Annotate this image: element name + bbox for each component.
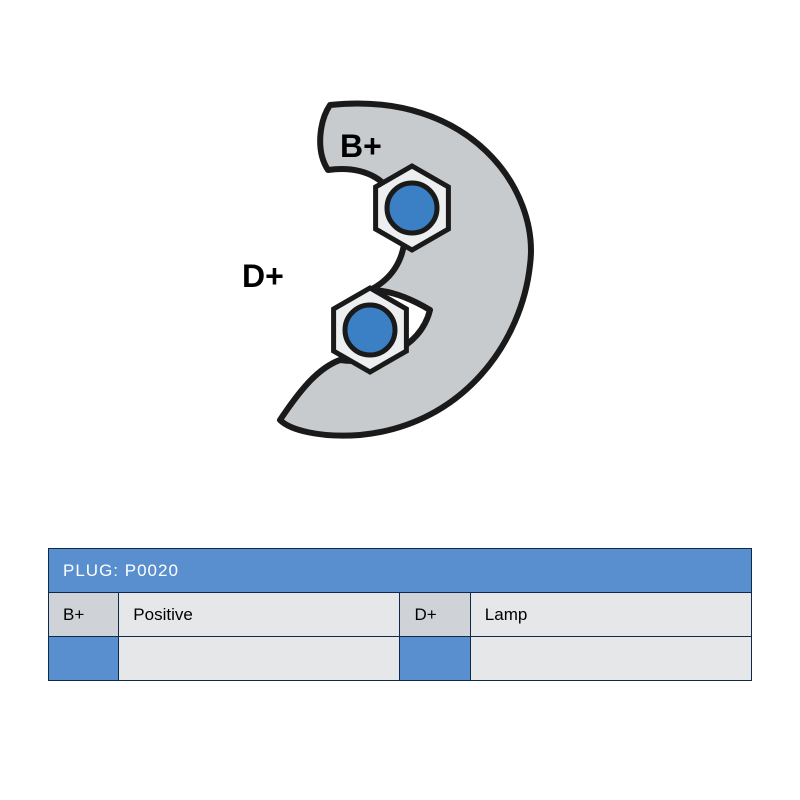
table-header-row: PLUG: P0020 [49,549,752,593]
terminal-symbol-cell: D+ [400,593,470,637]
empty-cell [400,637,470,681]
terminal-b-plus-bolt [376,166,449,250]
empty-cell [119,637,400,681]
plug-title: PLUG: P0020 [49,549,752,593]
empty-cell [470,637,751,681]
plug-table-container: PLUG: P0020 B+ Positive D+ Lamp [48,548,752,681]
table-row [49,637,752,681]
terminal-symbol-cell: B+ [49,593,119,637]
terminal-desc-cell: Lamp [470,593,751,637]
stud-icon [345,305,395,355]
connector-shape [210,30,590,450]
terminal-d-plus-bolt [334,288,407,372]
empty-cell [49,637,119,681]
terminal-label-b-plus: B+ [340,128,382,165]
terminal-label-d-plus: D+ [242,258,284,295]
stud-icon [387,183,437,233]
connector-body [280,103,531,435]
plug-table: PLUG: P0020 B+ Positive D+ Lamp [48,548,752,681]
plug-diagram: B+ D+ [0,0,800,480]
table-row: B+ Positive D+ Lamp [49,593,752,637]
terminal-desc-cell: Positive [119,593,400,637]
